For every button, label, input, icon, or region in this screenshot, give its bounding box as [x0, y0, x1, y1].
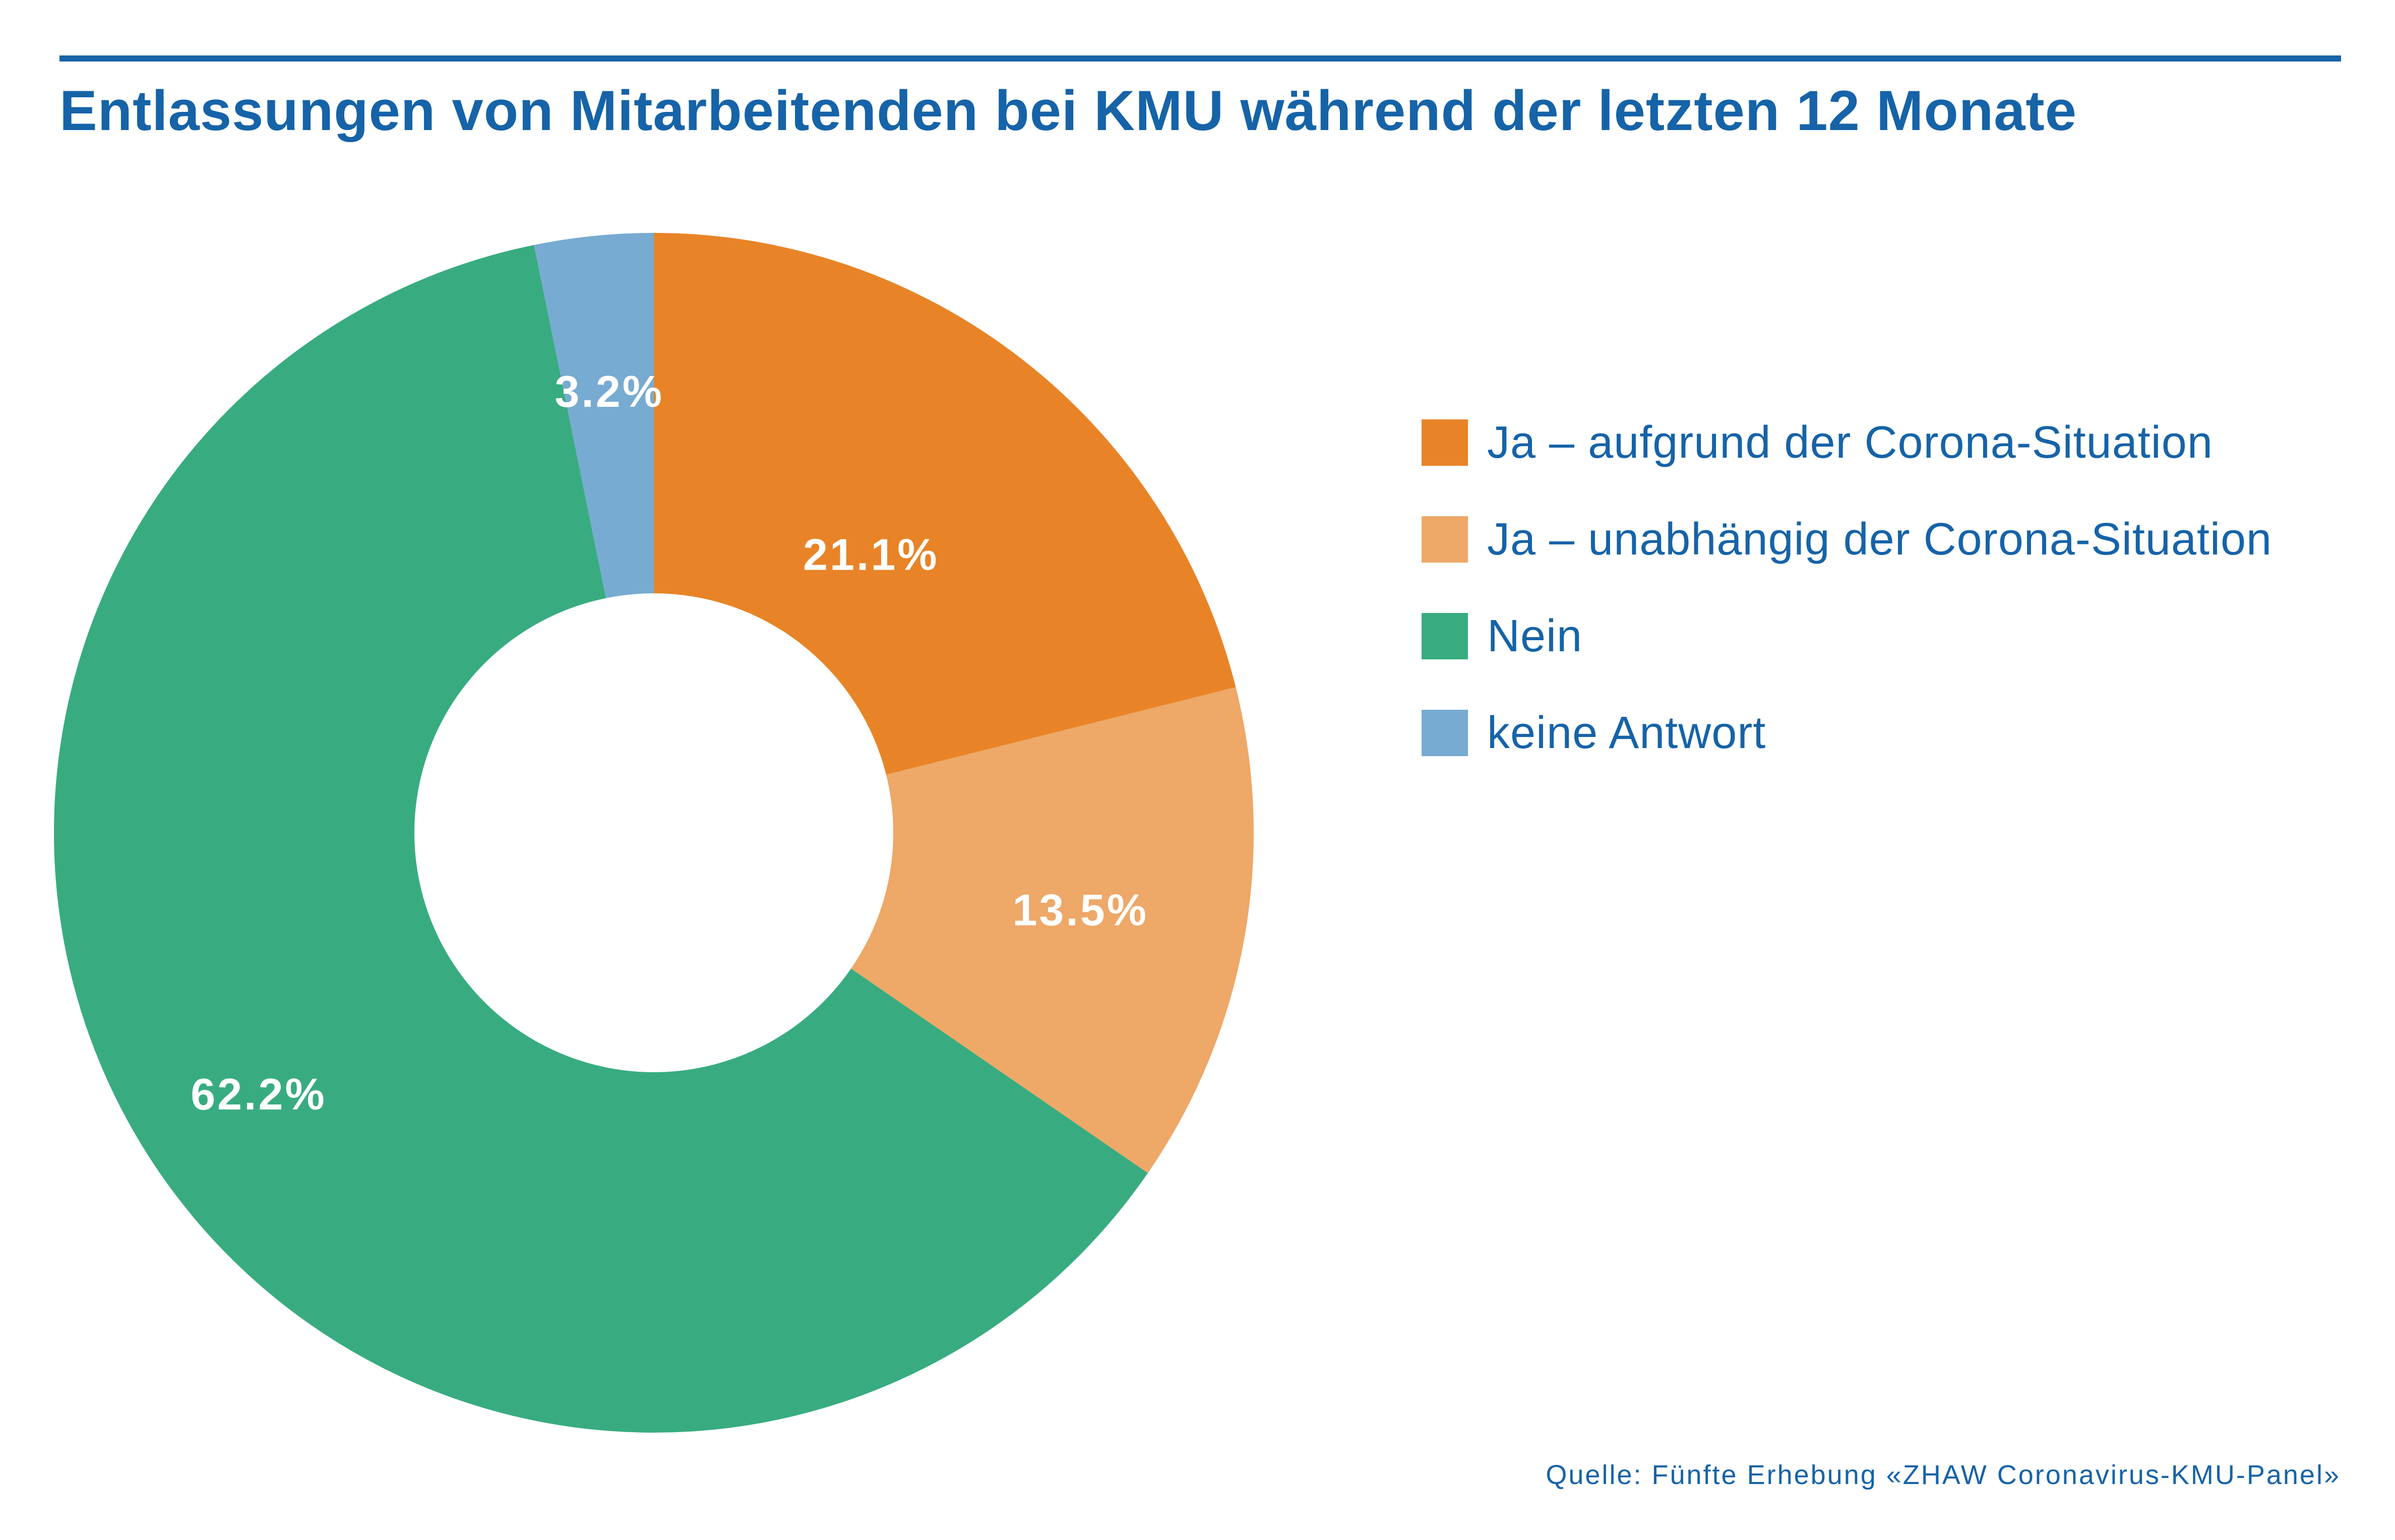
slice-nein: [54, 244, 1148, 1433]
legend-swatch-corona: [1422, 419, 1468, 466]
slice-label-nein: 62.2%: [191, 1069, 327, 1119]
title-rule: [59, 55, 2341, 61]
legend-item-nein: Nein: [1422, 602, 2272, 670]
legend-swatch-nein: [1422, 613, 1468, 659]
slice-corona: [654, 233, 1236, 775]
chart-legend: Ja – aufgrund der Corona-Situation Ja – u…: [1422, 408, 2272, 795]
donut-slice-labels: 21.1% 13.5% 62.2% 3.2%: [191, 366, 1148, 1119]
legend-item-unabhaengig: Ja – unabhängig der Corona-Situation: [1422, 505, 2272, 574]
slice-label-corona: 21.1%: [803, 530, 939, 580]
slice-keine-antwort: [534, 233, 654, 598]
legend-label-corona: Ja – aufgrund der Corona-Situation: [1487, 417, 2213, 468]
donut-slices: [54, 233, 1254, 1433]
legend-label-keine-antwort: keine Antwort: [1487, 707, 1766, 758]
legend-swatch-unabhaengig: [1422, 516, 1468, 563]
legend-swatch-keine-antwort: [1422, 710, 1468, 756]
slice-unabhaengig: [851, 687, 1254, 1174]
legend-label-unabhaengig: Ja – unabhängig der Corona-Situation: [1487, 514, 2273, 565]
legend-label-nein: Nein: [1487, 610, 1583, 661]
source-note: Quelle: Fünfte Erhebung «ZHAW Coronaviru…: [1546, 1460, 2341, 1490]
chart-title: Entlassungen von Mitarbeitenden bei KMU …: [59, 79, 2077, 142]
slice-label-unabhaengig: 13.5%: [1012, 885, 1148, 935]
slice-label-keine-antwort: 3.2%: [555, 366, 664, 416]
legend-item-keine-antwort: keine Antwort: [1422, 699, 2272, 767]
legend-item-corona: Ja – aufgrund der Corona-Situation: [1422, 408, 2272, 477]
